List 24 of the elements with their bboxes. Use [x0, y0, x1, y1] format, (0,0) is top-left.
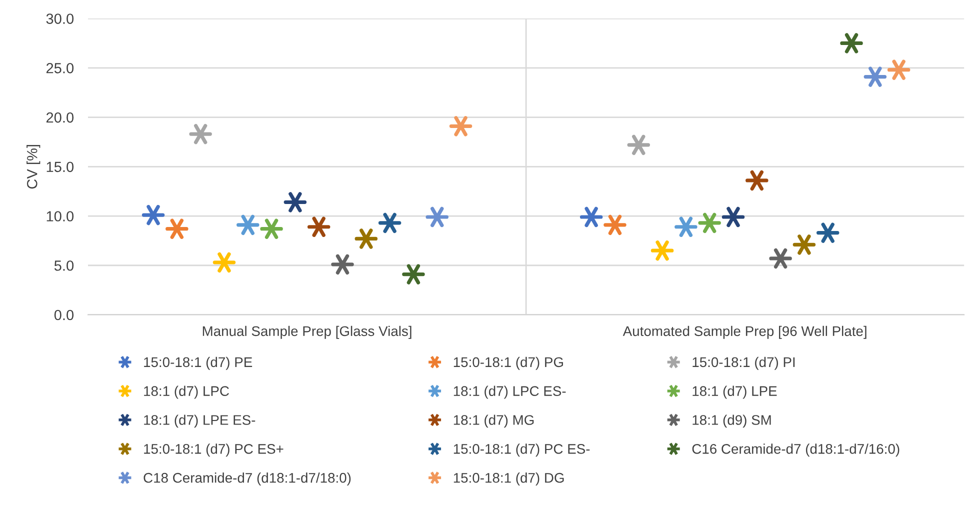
- legend-label: 15:0-18:1 (d7) DG: [454, 472, 564, 486]
- y-tick-label: 5.0: [54, 260, 74, 271]
- legend-label: C16 Ceramide-d7 (d18:1-d7/16:0): [692, 444, 900, 457]
- y-tick-label: 25.0: [46, 62, 74, 74]
- legend-label: C18 Ceramide-d7 (d18:1-d7/18:0): [144, 472, 351, 486]
- y-tick-label: 30.0: [46, 14, 74, 24]
- legend-label: 18:1 (d7) MG: [454, 414, 534, 428]
- legend-label: 18:1 (d7) LPC ES-: [454, 386, 566, 399]
- legend-label: 18:1 (d7) LPE: [692, 386, 777, 399]
- legend-label: 18:1 (d9) SM: [692, 414, 771, 428]
- y-axis-title: CV [%]: [26, 144, 40, 189]
- legend-label: 18:1 (d7) LPE ES-: [144, 414, 256, 428]
- y-tick-label: 0.0: [54, 310, 74, 320]
- x-tick-label: Manual Sample Prep [Glass Vials]: [202, 326, 412, 339]
- y-tick-label: 10.0: [46, 211, 74, 222]
- legend-label: 15:0-18:1 (d7) PG: [454, 356, 563, 370]
- legend-label: 15:0-18:1 (d7) PI: [692, 356, 795, 370]
- legend-label: 15:0-18:1 (d7) PC ES+: [144, 444, 284, 457]
- legend-label: 18:1 (d7) LPC: [144, 386, 229, 399]
- legend-label: 15:0-18:1 (d7) PE: [144, 356, 252, 370]
- y-tick-label: 15.0: [46, 162, 74, 172]
- y-tick-label: 20.0: [46, 112, 74, 123]
- legend-label: 15:0-18:1 (d7) PC ES-: [454, 444, 590, 457]
- x-tick-label: Automated Sample Prep [96 Well Plate]: [622, 326, 866, 339]
